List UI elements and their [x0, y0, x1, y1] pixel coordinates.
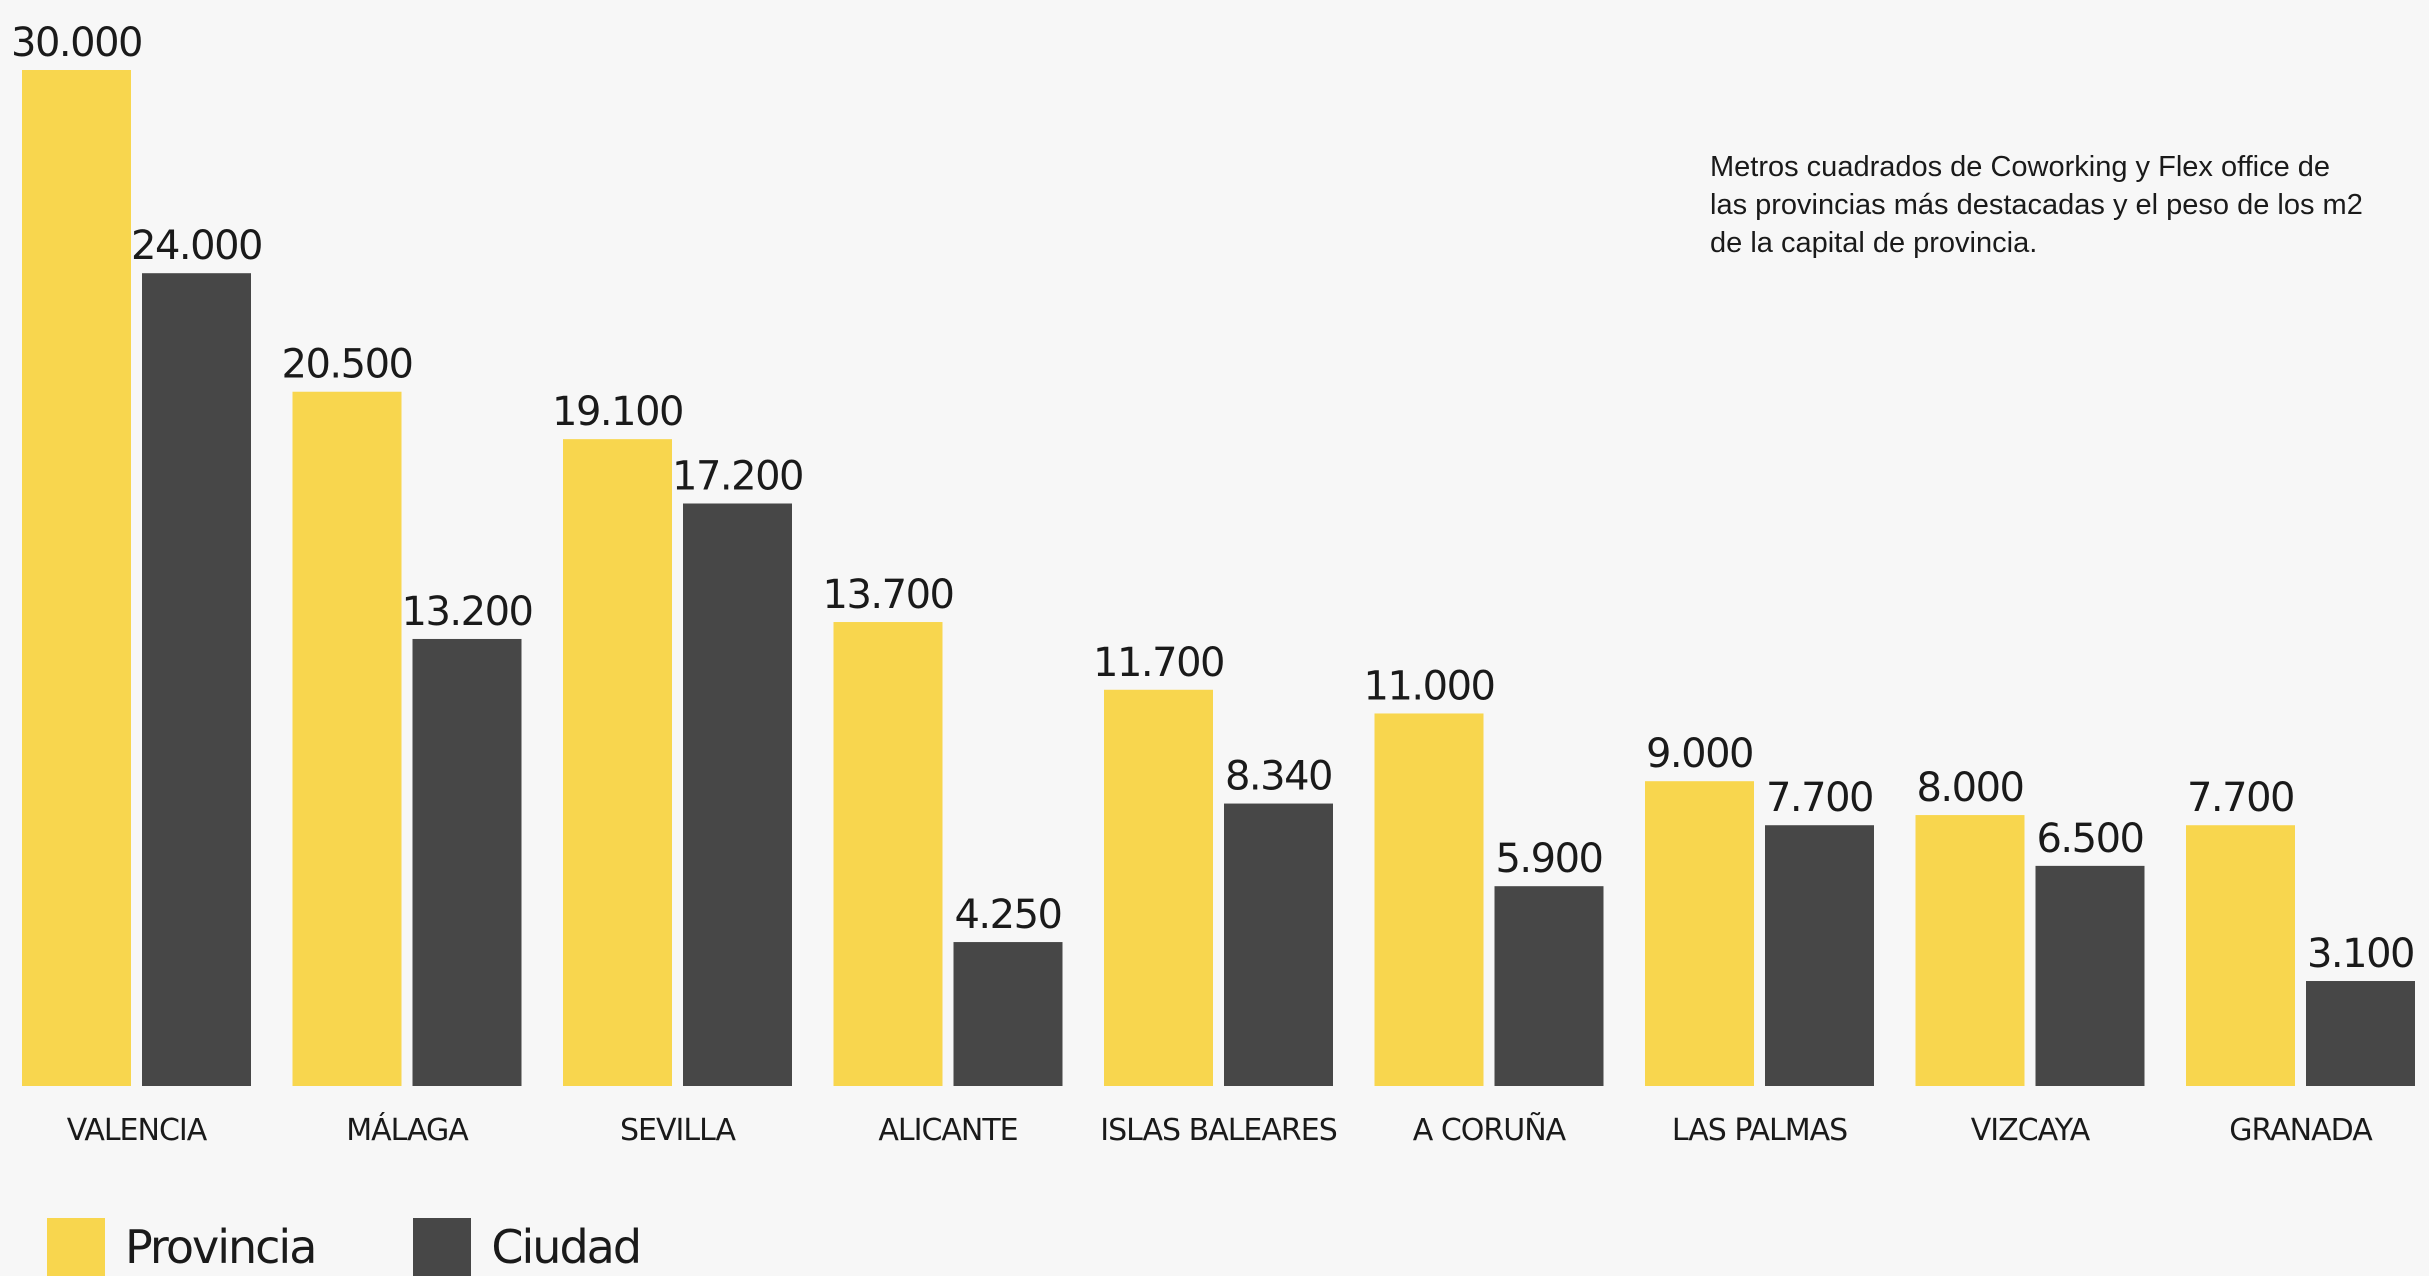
value-label-ciudad-2: 13.200 [402, 589, 533, 635]
bar-ciudad-2 [412, 638, 522, 1086]
category-label-7: LAS PALMAS [1672, 1113, 1847, 1148]
legend-label-provincia: Provincia [125, 1220, 317, 1274]
bar-ciudad-1 [142, 273, 251, 1086]
value-label-provincia-9: 7.700 [2187, 775, 2294, 821]
bar-provincia-1 [22, 70, 131, 1086]
bar-provincia-9 [2186, 825, 2295, 1086]
value-label-provincia-5: 11.700 [1093, 640, 1224, 686]
bar-ciudad-3 [683, 503, 792, 1086]
value-label-provincia-1: 30.000 [11, 20, 142, 66]
value-label-ciudad-3: 17.200 [672, 453, 803, 499]
bar-provincia-4 [833, 622, 943, 1086]
value-label-provincia-4: 13.700 [823, 572, 954, 618]
bar-ciudad-8 [2035, 865, 2145, 1086]
legend-item-ciudad: Ciudad [413, 1218, 642, 1276]
value-label-provincia-7: 9.000 [1646, 731, 1753, 777]
value-label-ciudad-4: 4.250 [954, 892, 1061, 938]
value-label-ciudad-1: 24.000 [131, 223, 262, 269]
bar-provincia-8 [1915, 815, 2025, 1086]
category-label-6: A CORUÑA [1413, 1112, 1567, 1148]
legend-item-provincia: Provincia [47, 1218, 317, 1276]
value-label-ciudad-7: 7.700 [1766, 775, 1873, 821]
legend: Provincia Ciudad [47, 1218, 738, 1276]
chart-subtitle: Metros cuadrados de Coworking y Flex off… [1710, 151, 2363, 259]
bar-ciudad-4 [953, 942, 1063, 1086]
value-label-provincia-6: 11.000 [1364, 663, 1495, 709]
bar-ciudad-9 [2306, 981, 2415, 1086]
value-label-ciudad-9: 3.100 [2307, 931, 2414, 977]
value-label-ciudad-5: 8.340 [1225, 754, 1332, 800]
category-label-2: MÁLAGA [346, 1112, 469, 1148]
bar-ciudad-6 [1494, 886, 1604, 1086]
value-label-provincia-8: 8.000 [1916, 765, 2023, 811]
bar-provincia-2 [292, 391, 402, 1086]
value-label-provincia-3: 19.100 [552, 389, 683, 435]
value-label-ciudad-6: 5.900 [1495, 836, 1602, 882]
legend-swatch-ciudad [413, 1218, 472, 1276]
bar-provincia-7 [1645, 781, 1754, 1086]
value-label-provincia-2: 20.500 [282, 342, 413, 388]
category-label-5: ISLAS BALEARES [1100, 1113, 1337, 1148]
value-label-ciudad-8: 6.500 [2036, 816, 2143, 862]
bar-ciudad-5 [1224, 803, 1333, 1086]
legend-label-ciudad: Ciudad [491, 1220, 642, 1274]
bar-provincia-3 [563, 439, 672, 1086]
category-label-3: SEVILLA [620, 1113, 736, 1148]
bar-chart: 30.000 24.000 VALENCIA 20.500 13.200 MÁLAGA 19… [11, 20, 2415, 1148]
bar-provincia-5 [1104, 689, 1213, 1086]
category-label-9: GRANADA [2229, 1113, 2373, 1148]
legend-swatch-provincia [47, 1218, 105, 1276]
category-label-1: VALENCIA [67, 1113, 208, 1148]
bar-ciudad-7 [1765, 825, 1874, 1086]
bar-provincia-6 [1374, 713, 1484, 1086]
category-label-4: ALICANTE [878, 1113, 1017, 1148]
category-label-8: VIZCAYA [1971, 1113, 2091, 1148]
